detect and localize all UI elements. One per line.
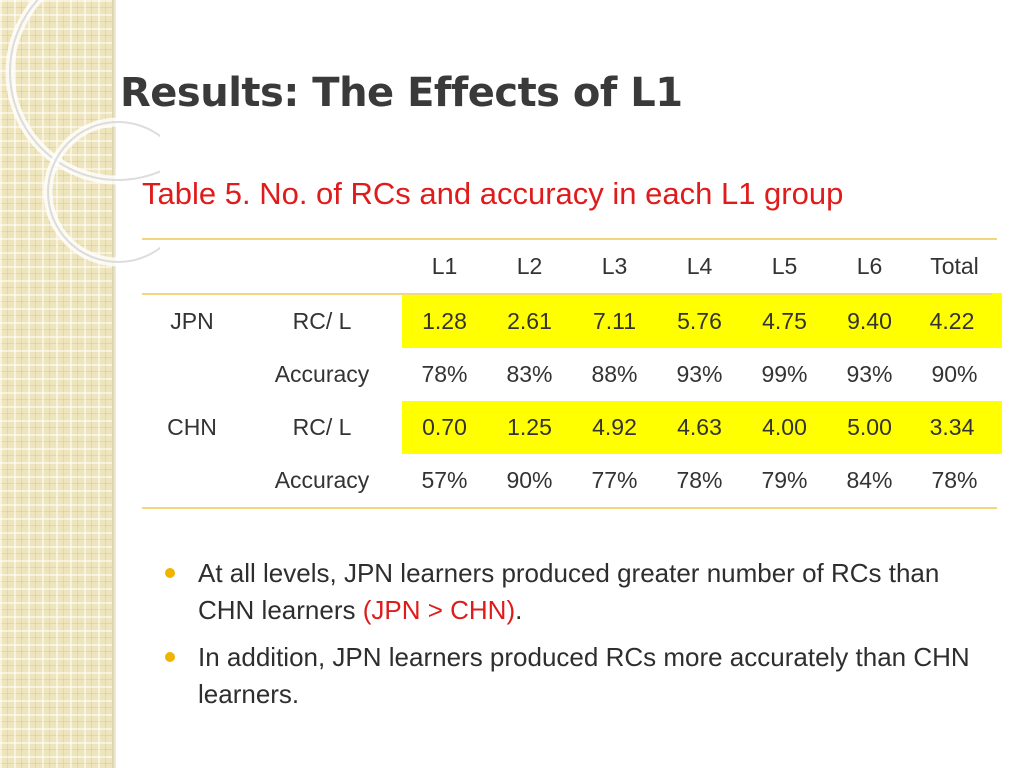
table-cell: 90%: [506, 467, 553, 493]
table-cell: 78%: [421, 361, 468, 387]
decorative-arcs: [5, 0, 160, 267]
bullet-dot-icon: [165, 568, 175, 578]
table-cell: 84%: [846, 467, 893, 493]
table-cell: 88%: [591, 361, 638, 387]
table-row: JPN RC/ L 1.28 2.61 7.11 5.76 4.75 9.40 …: [142, 294, 1002, 348]
column-header: [142, 239, 242, 294]
column-header: L2: [516, 253, 543, 279]
table-cell: 93%: [846, 361, 893, 387]
bullet-item: In addition, JPN learners produced RCs m…: [160, 639, 1000, 713]
table-cell: 4.75: [742, 294, 827, 348]
table-cell: 83%: [506, 361, 553, 387]
table-cell: 7.11: [572, 294, 657, 348]
table-cell: 4.00: [742, 401, 827, 454]
table-caption: Table 5. No. of RCs and accuracy in each…: [142, 176, 844, 211]
measure-label: Accuracy: [274, 467, 370, 493]
table-cell: 93%: [676, 361, 723, 387]
bullet-text: In addition, JPN learners produced RCs m…: [198, 642, 970, 709]
table-cell: 57%: [421, 467, 468, 493]
group-label: [142, 348, 242, 401]
table-row: CHN RC/ L 0.70 1.25 4.92 4.63 4.00 5.00 …: [142, 401, 1002, 454]
column-header: L1: [431, 253, 458, 279]
table-row: Accuracy 78% 83% 88% 93% 99% 93% 90%: [142, 348, 997, 401]
measure-label: RC/ L: [292, 414, 352, 440]
table-cell: 79%: [761, 467, 808, 493]
bullet-suffix: .: [515, 595, 523, 625]
page-title: Results: The Effects of L1: [120, 70, 683, 116]
bullet-item: At all levels, JPN learners produced gre…: [160, 555, 1000, 629]
column-header: L6: [856, 253, 883, 279]
table-cell: 2.61: [487, 294, 572, 348]
table-cell: 99%: [761, 361, 808, 387]
table-row: Accuracy 57% 90% 77% 78% 79% 84% 78%: [142, 454, 997, 508]
column-header: L5: [771, 253, 798, 279]
column-header: [242, 239, 402, 294]
bullet-highlight: (JPN > CHN): [362, 595, 516, 625]
bullet-list: At all levels, JPN learners produced gre…: [160, 555, 1000, 723]
column-header: Total: [930, 253, 979, 279]
table-cell: 4.63: [657, 401, 742, 454]
table-cell: 9.40: [827, 294, 912, 348]
table-cell: 1.28: [402, 294, 487, 348]
side-band-edge: [112, 0, 116, 768]
group-label: [142, 454, 242, 508]
table-cell: 78%: [676, 467, 723, 493]
results-table: L1 L2 L3 L4 L5 L6 Total JPN RC/ L 1.28 2…: [142, 238, 1002, 509]
table-cell: 78%: [931, 467, 978, 493]
table-cell: 5.76: [657, 294, 742, 348]
measure-label: Accuracy: [274, 361, 370, 387]
table-cell: 90%: [931, 361, 978, 387]
column-header: L3: [601, 253, 628, 279]
table-cell: 1.25: [487, 401, 572, 454]
table-cell: 4.92: [572, 401, 657, 454]
table-cell: 77%: [591, 467, 638, 493]
group-label: JPN: [170, 308, 214, 334]
table-cell: 0.70: [402, 401, 487, 454]
group-label: CHN: [167, 414, 217, 440]
column-header: L4: [686, 253, 713, 279]
bullet-dot-icon: [165, 652, 175, 662]
table-cell: 4.22: [912, 294, 1002, 348]
table-header-row: L1 L2 L3 L4 L5 L6 Total: [142, 239, 997, 294]
bullet-text: At all levels, JPN learners produced gre…: [198, 558, 940, 625]
table-cell: 5.00: [827, 401, 912, 454]
table-cell: 3.34: [912, 401, 1002, 454]
measure-label: RC/ L: [292, 308, 352, 334]
